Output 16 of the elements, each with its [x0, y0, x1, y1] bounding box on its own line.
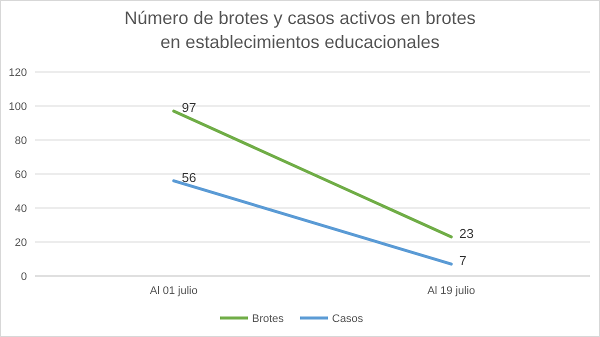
data-label: 97 [182, 100, 196, 116]
x-tick-label: Al 01 julio [150, 285, 198, 297]
y-tick-label: 20 [14, 237, 27, 249]
y-tick-label: 0 [20, 271, 27, 283]
y-tick-label: 120 [8, 67, 27, 79]
legend-label: Casos [332, 313, 364, 325]
y-tick-label: 40 [14, 203, 27, 215]
legend-label: Brotes [252, 313, 284, 325]
y-tick-label: 60 [14, 169, 27, 181]
x-tick-label: Al 19 julio [427, 285, 476, 297]
chart-title: Número de brotes y casos activos en brotes en establecimientos educacionales [124, 8, 476, 52]
data-label: 56 [182, 170, 196, 185]
y-tick-label: 100 [8, 101, 27, 113]
data-label: 23 [459, 226, 474, 241]
data-label: 7 [459, 253, 466, 268]
y-tick-label: 80 [14, 135, 27, 147]
